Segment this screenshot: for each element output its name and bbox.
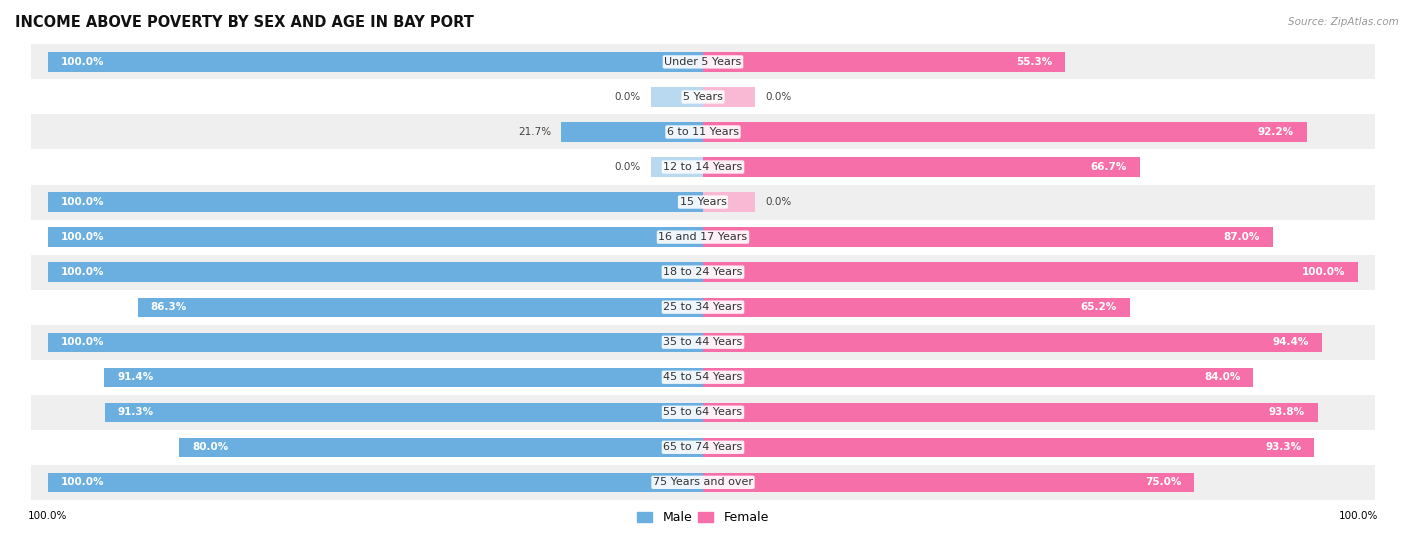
Bar [31, 254, 1375, 290]
Text: 65 to 74 Years: 65 to 74 Years [664, 442, 742, 452]
Bar [48, 192, 703, 212]
Bar [31, 220, 1375, 254]
Text: 35 to 44 Years: 35 to 44 Years [664, 337, 742, 347]
Text: 92.2%: 92.2% [1258, 127, 1294, 137]
Bar [703, 263, 1358, 282]
Bar [31, 79, 1375, 115]
Bar [31, 115, 1375, 149]
Bar [31, 325, 1375, 359]
Text: 0.0%: 0.0% [614, 92, 641, 102]
Bar [48, 333, 703, 352]
Bar [48, 228, 703, 247]
Text: 0.0%: 0.0% [614, 162, 641, 172]
Bar [703, 192, 755, 212]
Bar [31, 359, 1375, 395]
Bar [703, 228, 1272, 247]
Bar [48, 473, 703, 492]
Text: 86.3%: 86.3% [150, 302, 187, 312]
Text: 5 Years: 5 Years [683, 92, 723, 102]
Text: 75.0%: 75.0% [1144, 477, 1181, 487]
Text: 65.2%: 65.2% [1081, 302, 1118, 312]
Bar [703, 333, 1322, 352]
Text: 91.4%: 91.4% [117, 372, 153, 382]
Bar [703, 297, 1130, 317]
Bar [31, 430, 1375, 465]
Text: 21.7%: 21.7% [517, 127, 551, 137]
Bar [31, 184, 1375, 220]
Text: 93.8%: 93.8% [1268, 408, 1305, 417]
Text: 6 to 11 Years: 6 to 11 Years [666, 127, 740, 137]
Bar [703, 402, 1317, 422]
Text: Under 5 Years: Under 5 Years [665, 57, 741, 67]
Bar [31, 395, 1375, 430]
Bar [48, 263, 703, 282]
Bar [138, 297, 703, 317]
Text: 87.0%: 87.0% [1223, 232, 1260, 242]
Bar [703, 158, 1140, 177]
Bar [651, 87, 703, 107]
Text: 100.0%: 100.0% [60, 337, 104, 347]
Bar [703, 87, 755, 107]
Text: 0.0%: 0.0% [765, 197, 792, 207]
Text: 0.0%: 0.0% [765, 92, 792, 102]
Bar [31, 465, 1375, 500]
Bar [105, 402, 703, 422]
Text: 80.0%: 80.0% [191, 442, 228, 452]
Text: 45 to 54 Years: 45 to 54 Years [664, 372, 742, 382]
Text: 91.3%: 91.3% [118, 408, 155, 417]
Text: Source: ZipAtlas.com: Source: ZipAtlas.com [1288, 17, 1399, 27]
Text: 66.7%: 66.7% [1091, 162, 1128, 172]
Bar [703, 122, 1308, 141]
Bar [561, 122, 703, 141]
Bar [703, 473, 1195, 492]
Bar [651, 158, 703, 177]
Bar [31, 290, 1375, 325]
Bar [104, 368, 703, 387]
Bar [31, 44, 1375, 79]
Bar [31, 149, 1375, 184]
Bar [179, 438, 703, 457]
Text: 55 to 64 Years: 55 to 64 Years [664, 408, 742, 417]
Bar [48, 53, 703, 72]
Bar [703, 368, 1253, 387]
Text: 84.0%: 84.0% [1204, 372, 1240, 382]
Text: 93.3%: 93.3% [1265, 442, 1301, 452]
Legend: Male, Female: Male, Female [633, 506, 773, 529]
Text: 100.0%: 100.0% [60, 267, 104, 277]
Text: 16 and 17 Years: 16 and 17 Years [658, 232, 748, 242]
Text: 94.4%: 94.4% [1272, 337, 1309, 347]
Text: 25 to 34 Years: 25 to 34 Years [664, 302, 742, 312]
Text: 100.0%: 100.0% [60, 57, 104, 67]
Text: 12 to 14 Years: 12 to 14 Years [664, 162, 742, 172]
Text: 15 Years: 15 Years [679, 197, 727, 207]
Text: 75 Years and over: 75 Years and over [652, 477, 754, 487]
Text: 100.0%: 100.0% [60, 232, 104, 242]
Bar [703, 438, 1315, 457]
Text: 100.0%: 100.0% [60, 477, 104, 487]
Text: INCOME ABOVE POVERTY BY SEX AND AGE IN BAY PORT: INCOME ABOVE POVERTY BY SEX AND AGE IN B… [15, 15, 474, 30]
Bar [703, 53, 1066, 72]
Text: 18 to 24 Years: 18 to 24 Years [664, 267, 742, 277]
Text: 55.3%: 55.3% [1017, 57, 1052, 67]
Text: 100.0%: 100.0% [60, 197, 104, 207]
Text: 100.0%: 100.0% [1302, 267, 1346, 277]
